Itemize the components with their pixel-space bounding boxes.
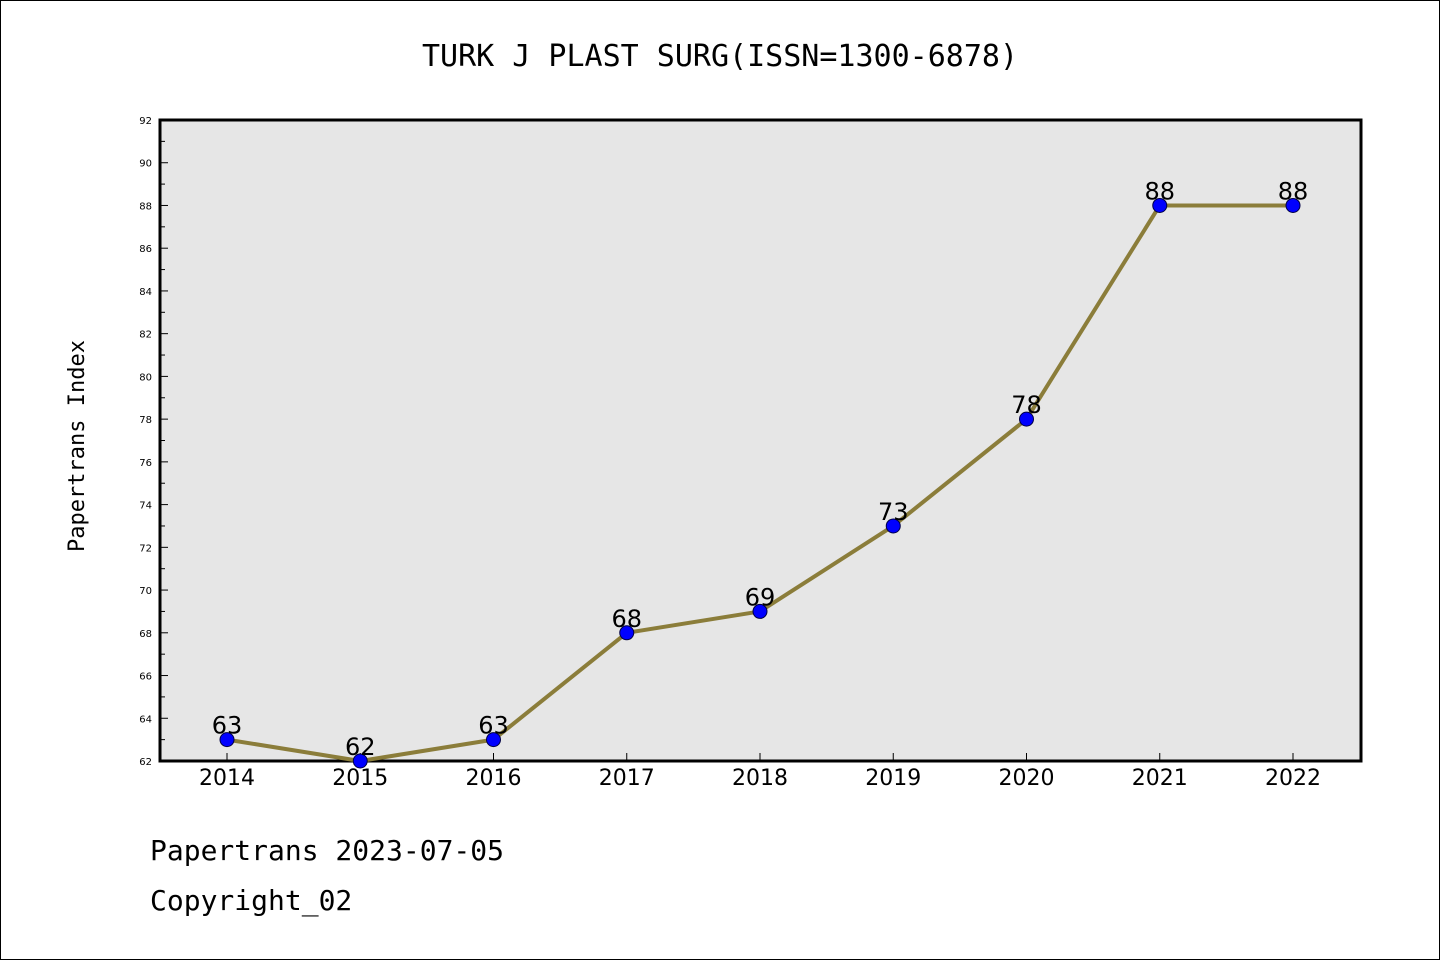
y-tick-label: 74: [139, 501, 152, 512]
y-tick-label: 90: [139, 159, 152, 170]
y-tick-label: 84: [139, 287, 152, 298]
footer-copyright: Copyright_02: [150, 884, 353, 917]
x-tick-label: 2018: [732, 766, 788, 791]
y-tick-label: 70: [139, 586, 152, 597]
chart-title: TURK J PLAST SURG(ISSN=1300-6878): [422, 39, 1018, 74]
footer-date: Papertrans 2023-07-05: [150, 834, 505, 867]
data-point: [1285, 197, 1301, 213]
data-label: 63: [478, 712, 509, 740]
plot-area: [158, 118, 1363, 763]
data-point: [219, 732, 235, 748]
data-point: [1152, 197, 1168, 213]
y-tick-label: 78: [139, 415, 152, 426]
series-index: 63 62 63 68 69 73 78 88 88: [212, 177, 1309, 769]
y-tick-label: 86: [139, 244, 152, 255]
data-label: 78: [1011, 391, 1042, 419]
x-tick-label: 2020: [999, 766, 1055, 791]
x-tick-label: 2014: [199, 766, 255, 791]
data-label: 68: [611, 605, 642, 633]
data-point: [486, 732, 501, 748]
data-label: 88: [1278, 177, 1309, 205]
y-tick-label: 80: [139, 372, 152, 383]
data-label: 88: [1144, 177, 1175, 205]
x-tick-label: 2017: [599, 766, 655, 791]
data-point: [1019, 411, 1034, 427]
data-point: [885, 518, 901, 534]
y-tick-label: 92: [139, 116, 152, 127]
y-tick-label: 64: [139, 714, 152, 725]
y-tick-label: 82: [139, 330, 152, 341]
data-point: [619, 625, 635, 641]
y-tick-label: 72: [139, 543, 152, 554]
data-point: [752, 603, 768, 619]
data-label: 62: [345, 733, 376, 761]
y-tick-label: 88: [139, 201, 152, 212]
x-tick-label: 2019: [865, 766, 921, 791]
x-axis: 2014 2015 2016 2017 2018 2019 2020 2021 2022: [199, 753, 1321, 791]
x-tick-label: 2022: [1265, 766, 1321, 791]
data-label: 63: [212, 712, 243, 740]
x-tick-label: 2015: [332, 766, 388, 791]
y-tick-label: 66: [139, 672, 152, 683]
y-tick-label: 62: [139, 757, 152, 768]
y-axis: 62 64 66 68 70 72 74 76 78 80 82 84 86 88 90 92: [139, 116, 168, 768]
data-label: 69: [745, 583, 776, 611]
y-tick-label: 76: [139, 458, 152, 469]
y-axis-label: Papertrans Index: [65, 340, 90, 552]
y-tick-label: 68: [139, 629, 152, 640]
data-point: [352, 753, 368, 769]
x-tick-label: 2021: [1132, 766, 1188, 791]
data-label: 73: [878, 498, 909, 526]
x-tick-label: 2016: [466, 766, 522, 791]
